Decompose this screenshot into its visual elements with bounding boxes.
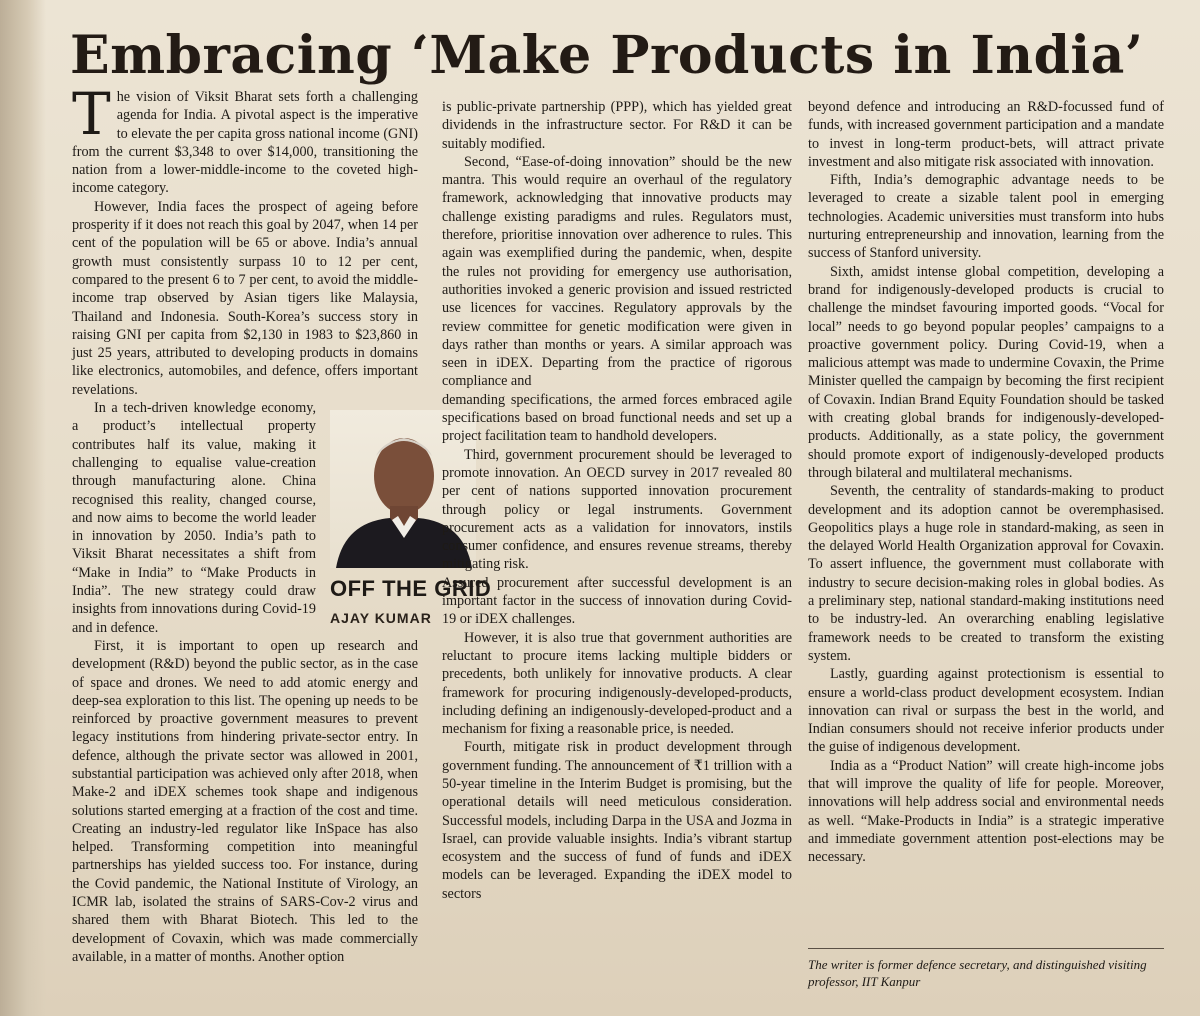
column-label: OFF THE GRID	[330, 576, 492, 601]
paragraph: Fourth, mitigate risk in product develop…	[442, 739, 792, 902]
paragraph: is public-private partnership (PPP), whi…	[442, 99, 792, 152]
drop-cap: T	[72, 80, 111, 148]
paragraph: However, it is also true that government…	[442, 629, 792, 738]
paragraph: beyond defence and introducing an R&D-fo…	[808, 99, 1164, 170]
paragraph: Seventh, the centrality of standards-mak…	[808, 483, 1164, 664]
paragraph: Assured procurement after successful dev…	[442, 574, 792, 628]
footnote-rule	[808, 948, 1164, 949]
paragraph: demanding specifications, the armed forc…	[442, 391, 792, 445]
paragraph: However, India faces the prospect of age…	[72, 198, 418, 398]
column-3: beyond defence and introducing an R&D-fo…	[808, 98, 1164, 866]
paragraph: In a tech-driven knowledge economy, a pr…	[72, 400, 316, 636]
column-2: is public-private partnership (PPP), whi…	[442, 98, 792, 903]
author-byline: AJAY KUMAR	[330, 610, 432, 626]
page-fold-shadow	[0, 0, 46, 1016]
paragraph: India as a “Product Nation” will create …	[808, 757, 1164, 866]
paragraph: Fifth, India’s demographic advantage nee…	[808, 172, 1164, 262]
portrait-illustration	[336, 438, 472, 568]
author-note: The writer is former defence secretary, …	[808, 957, 1147, 989]
paragraph: Third, government procurement should be …	[442, 446, 792, 573]
paragraph: Second, “Ease-of-doing innovation” shoul…	[442, 153, 792, 390]
author-portrait	[330, 410, 476, 568]
paragraph: Sixth, amidst intense global competition…	[808, 263, 1164, 481]
headline: Embracing ‘Make Products in India’	[70, 25, 1144, 86]
paragraph: Lastly, guarding against protectionism i…	[808, 666, 1164, 756]
paragraph: First, it is important to open up resear…	[72, 637, 418, 965]
